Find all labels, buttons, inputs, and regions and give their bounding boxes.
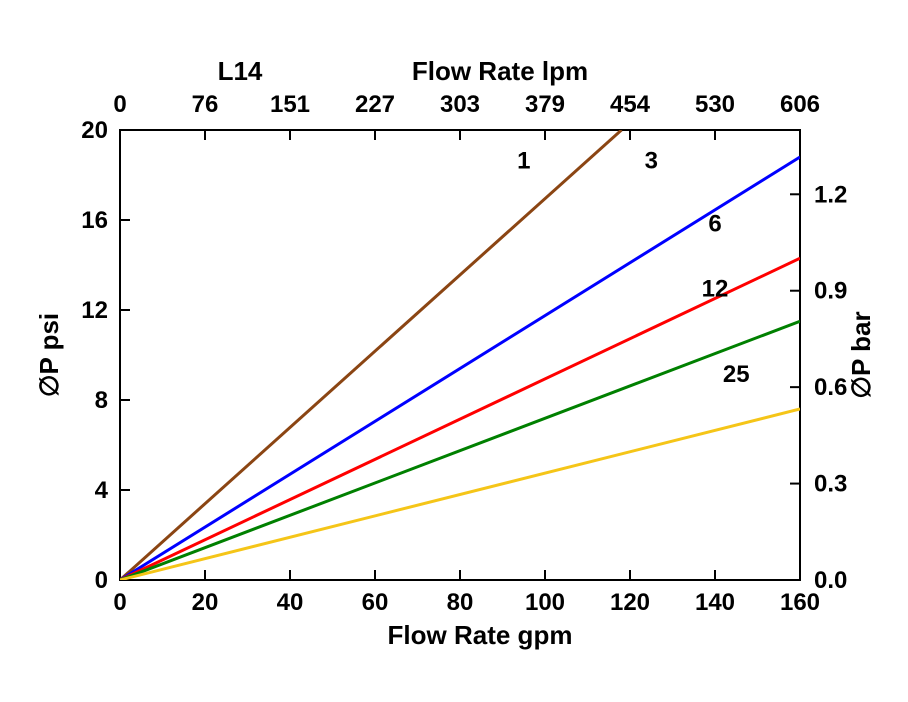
model-label: L14: [218, 56, 263, 86]
x-bottom-tick-label: 0: [113, 589, 126, 616]
x-bottom-title: Flow Rate gpm: [388, 620, 573, 650]
x-top-tick-label: 227: [355, 91, 395, 118]
x-top-tick-label: 606: [780, 91, 820, 118]
y-right-tick-label: 0.0: [814, 567, 847, 594]
x-top-tick-label: 303: [440, 91, 480, 118]
y-left-tick-label: 16: [81, 207, 108, 234]
x-top-tick-label: 76: [192, 91, 219, 118]
x-bottom-tick-label: 140: [695, 589, 735, 616]
series-label-3: 3: [645, 147, 658, 174]
series-label-6: 6: [708, 210, 721, 237]
series-label-12: 12: [702, 276, 729, 303]
x-bottom-tick-label: 40: [277, 589, 304, 616]
series-label-1: 1: [517, 147, 530, 174]
x-top-tick-label: 530: [695, 91, 735, 118]
y-left-title: ∅P psi: [34, 313, 64, 397]
y-right-tick-label: 0.9: [814, 278, 847, 305]
y-left-tick-label: 0: [95, 567, 108, 594]
y-right-tick-label: 1.2: [814, 181, 847, 208]
y-left-tick-label: 8: [95, 387, 108, 414]
y-left-tick-label: 20: [81, 117, 108, 144]
pressure-drop-chart: 0204060801001201401600761512273033794545…: [0, 0, 908, 702]
y-right-tick-label: 0.3: [814, 471, 847, 498]
x-bottom-tick-label: 60: [362, 589, 389, 616]
x-bottom-tick-label: 120: [610, 589, 650, 616]
x-bottom-tick-label: 20: [192, 589, 219, 616]
x-top-tick-label: 0: [113, 91, 126, 118]
x-top-tick-label: 151: [270, 91, 310, 118]
x-top-tick-label: 454: [610, 91, 651, 118]
y-right-tick-label: 0.6: [814, 374, 847, 401]
x-top-tick-label: 379: [525, 91, 565, 118]
x-bottom-tick-label: 100: [525, 589, 565, 616]
y-left-tick-label: 4: [95, 477, 109, 504]
y-left-tick-label: 12: [81, 297, 108, 324]
x-bottom-tick-label: 80: [447, 589, 474, 616]
series-label-25: 25: [723, 361, 750, 388]
y-right-title: ∅P bar: [846, 311, 876, 398]
x-top-title: Flow Rate lpm: [412, 56, 588, 86]
